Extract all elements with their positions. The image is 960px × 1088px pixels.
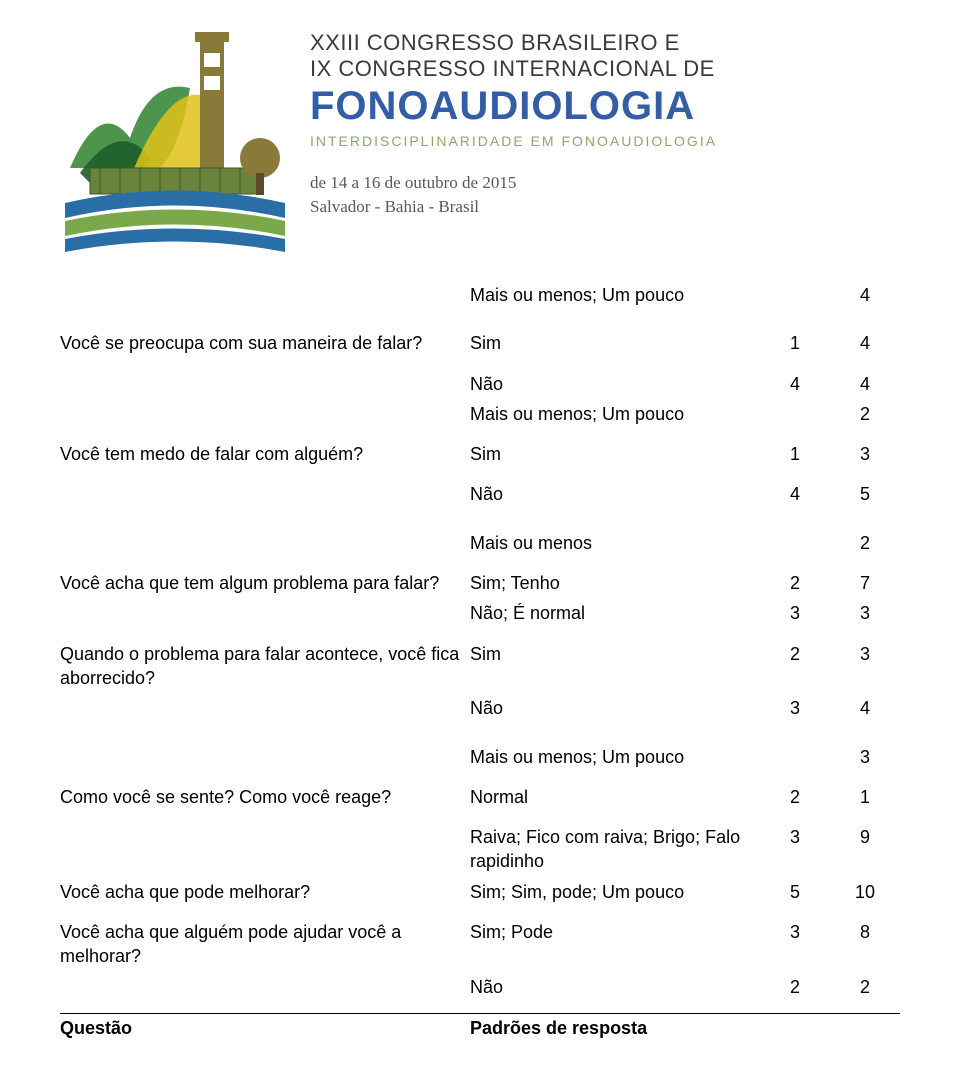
table-row: Raiva; Fico com raiva; Brigo; Falo rapid…	[60, 825, 900, 874]
question-cell: Você se preocupa com sua maneira de fala…	[60, 331, 470, 355]
congress-title: FONOAUDIOLOGIA	[310, 84, 900, 129]
question-cell: Você acha que tem algum problema para fa…	[60, 571, 470, 595]
count-1-cell: 3	[760, 696, 830, 720]
answer-cell: Mais ou menos; Um pouco	[470, 745, 760, 769]
count-2-cell: 10	[830, 880, 900, 904]
count-1-cell: 2	[760, 785, 830, 809]
answer-cell: Não	[470, 696, 760, 720]
table-row: Não34	[60, 696, 900, 720]
count-1-cell: 3	[760, 920, 830, 969]
question-cell	[60, 402, 470, 426]
answer-cell: Mais ou menos; Um pouco	[470, 402, 760, 426]
table-row: Mais ou menos; Um pouco 2	[60, 402, 900, 426]
count-2-cell: 8	[830, 920, 900, 969]
congress-line-1: XXIII CONGRESSO BRASILEIRO E	[310, 30, 900, 56]
count-2-cell: 4	[830, 283, 900, 307]
question-cell	[60, 601, 470, 625]
count-1-cell: 4	[760, 482, 830, 506]
count-2-cell: 3	[830, 745, 900, 769]
table-row: Não44	[60, 372, 900, 396]
count-1-cell: 4	[760, 372, 830, 396]
count-2-cell: 2	[830, 531, 900, 555]
question-cell	[60, 696, 470, 720]
footer-heading-row: Questão Padrões de resposta	[60, 1013, 900, 1039]
question-cell	[60, 482, 470, 506]
table-row: Mais ou menos; Um pouco 4	[60, 283, 900, 307]
header-banner: XXIII CONGRESSO BRASILEIRO E IX CONGRESS…	[60, 0, 900, 253]
count-1-cell: 2	[760, 571, 830, 595]
count-1-cell: 3	[760, 601, 830, 625]
count-2-cell: 5	[830, 482, 900, 506]
congress-logo	[60, 18, 290, 253]
count-1-cell: 2	[760, 975, 830, 999]
question-cell	[60, 975, 470, 999]
table-row: Quando o problema para falar acontece, v…	[60, 642, 900, 691]
table-row: Você acha que tem algum problema para fa…	[60, 571, 900, 595]
header-text-block: XXIII CONGRESSO BRASILEIRO E IX CONGRESS…	[310, 18, 900, 217]
answer-cell: Mais ou menos	[470, 531, 760, 555]
document-page: XXIII CONGRESSO BRASILEIRO E IX CONGRESS…	[0, 0, 960, 1039]
footer-col-question: Questão	[60, 1018, 470, 1039]
question-cell: Você acha que pode melhorar?	[60, 880, 470, 904]
count-1-cell: 2	[760, 642, 830, 691]
count-2-cell: 2	[830, 975, 900, 999]
count-1-cell	[760, 531, 830, 555]
count-1-cell	[760, 283, 830, 307]
question-cell	[60, 745, 470, 769]
answer-cell: Não	[470, 975, 760, 999]
answer-cell: Não; É normal	[470, 601, 760, 625]
answer-cell: Sim	[470, 331, 760, 355]
table-row: Mais ou menos; Um pouco 3	[60, 745, 900, 769]
count-1-cell: 3	[760, 825, 830, 874]
congress-line-2: IX CONGRESSO INTERNACIONAL DE	[310, 56, 900, 82]
question-cell	[60, 825, 470, 874]
table-row: Não45	[60, 482, 900, 506]
question-cell	[60, 283, 470, 307]
answer-cell: Sim	[470, 642, 760, 691]
congress-date: de 14 a 16 de outubro de 2015	[310, 173, 900, 193]
answer-cell: Sim; Tenho	[470, 571, 760, 595]
count-1-cell: 1	[760, 442, 830, 466]
table-row: Você acha que pode melhorar?Sim; Sim, po…	[60, 880, 900, 904]
question-cell: Quando o problema para falar acontece, v…	[60, 642, 470, 691]
count-2-cell: 9	[830, 825, 900, 874]
question-cell: Você acha que alguém pode ajudar você a …	[60, 920, 470, 969]
table-row: Você acha que alguém pode ajudar você a …	[60, 920, 900, 969]
congress-subtitle: INTERDISCIPLINARIDADE EM FONOAUDIOLOGIA	[310, 133, 900, 149]
count-1-cell: 5	[760, 880, 830, 904]
table-row: Como você se sente? Como você reage?Norm…	[60, 785, 900, 809]
table-row: Mais ou menos 2	[60, 531, 900, 555]
count-2-cell: 3	[830, 601, 900, 625]
count-2-cell: 3	[830, 642, 900, 691]
answer-cell: Raiva; Fico com raiva; Brigo; Falo rapid…	[470, 825, 760, 874]
table-row: Não22	[60, 975, 900, 999]
answer-cell: Sim; Pode	[470, 920, 760, 969]
count-1-cell: 1	[760, 331, 830, 355]
questionnaire-table: Mais ou menos; Um pouco4Você se preocupa…	[60, 283, 900, 999]
answer-cell: Não	[470, 372, 760, 396]
count-2-cell: 4	[830, 696, 900, 720]
count-2-cell: 2	[830, 402, 900, 426]
table-row: Você se preocupa com sua maneira de fala…	[60, 331, 900, 355]
table-row: Você tem medo de falar com alguém?Sim13	[60, 442, 900, 466]
count-1-cell	[760, 402, 830, 426]
table-row: Não; É normal33	[60, 601, 900, 625]
question-cell	[60, 531, 470, 555]
count-2-cell: 1	[830, 785, 900, 809]
question-cell	[60, 372, 470, 396]
answer-cell: Sim	[470, 442, 760, 466]
count-2-cell: 7	[830, 571, 900, 595]
question-cell: Você tem medo de falar com alguém?	[60, 442, 470, 466]
count-2-cell: 3	[830, 442, 900, 466]
footer-col-answers: Padrões de resposta	[470, 1018, 900, 1039]
count-2-cell: 4	[830, 331, 900, 355]
answer-cell: Normal	[470, 785, 760, 809]
congress-place: Salvador - Bahia - Brasil	[310, 197, 900, 217]
question-cell: Como você se sente? Como você reage?	[60, 785, 470, 809]
count-1-cell	[760, 745, 830, 769]
answer-cell: Sim; Sim, pode; Um pouco	[470, 880, 760, 904]
answer-cell: Não	[470, 482, 760, 506]
answer-cell: Mais ou menos; Um pouco	[470, 283, 760, 307]
count-2-cell: 4	[830, 372, 900, 396]
